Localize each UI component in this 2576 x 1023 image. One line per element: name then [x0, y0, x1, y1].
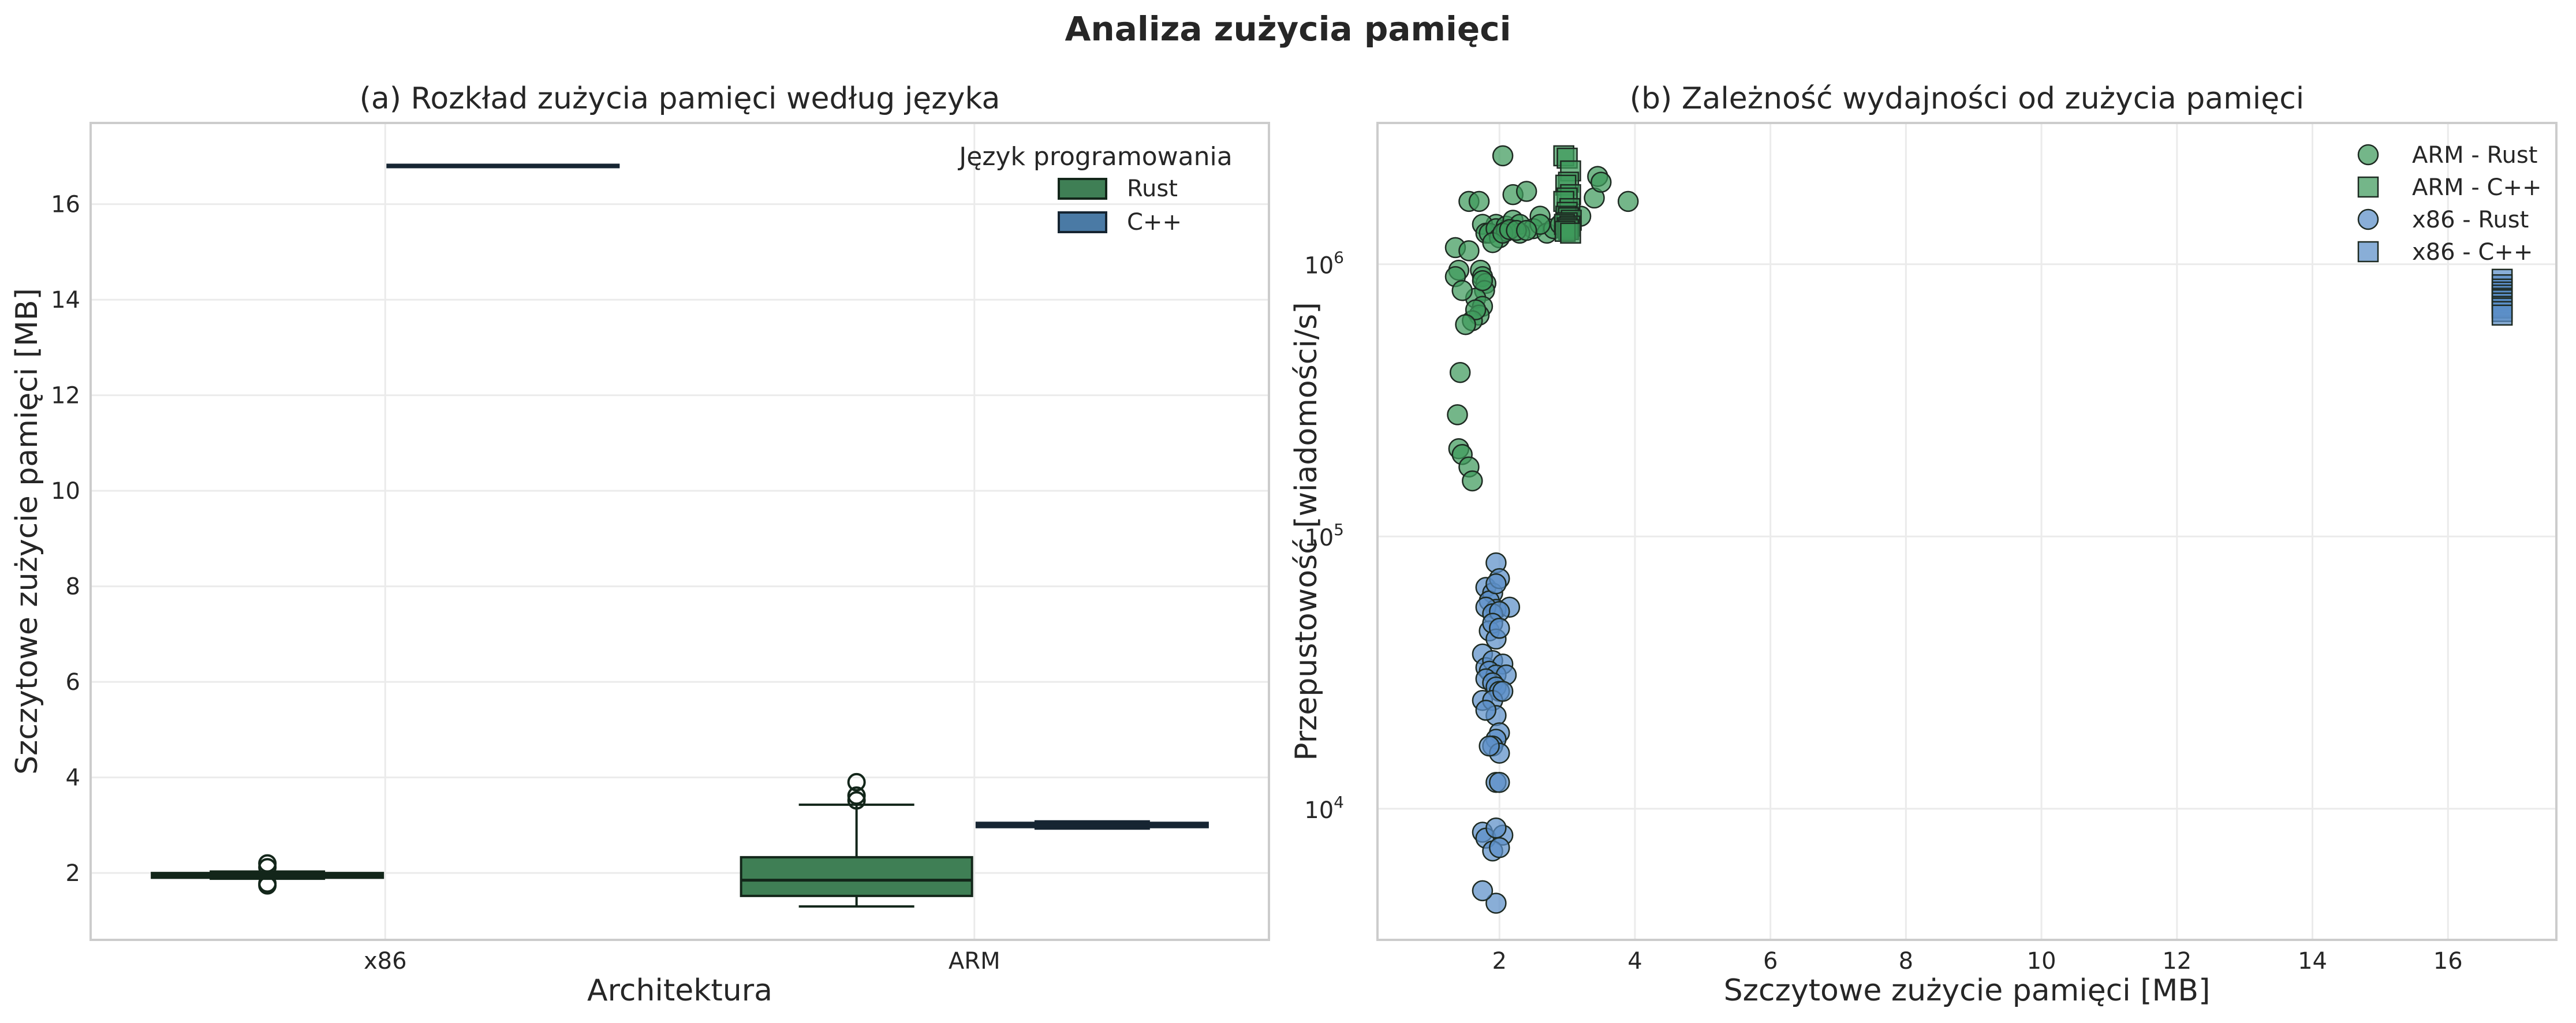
x-tick-label: 12: [2162, 948, 2192, 975]
y-tick-label: 106: [1304, 248, 1344, 279]
box-rust-arm: [740, 856, 973, 897]
legend: ARM - Rust ARM - C++ x86 - Rust x86 - C++: [2357, 142, 2542, 266]
y-tick-label: 8: [66, 574, 80, 600]
y-tick-label: 105: [1304, 520, 1344, 551]
data-point: [1468, 191, 1490, 212]
legend-swatch: [1058, 178, 1107, 200]
y-tick-label: 4: [66, 765, 80, 791]
data-point: [1488, 837, 1510, 858]
legend-label: C++: [1127, 209, 1182, 236]
x-tick-label: 16: [2433, 948, 2463, 975]
outlier-point: [258, 876, 277, 895]
data-point: [1447, 404, 1468, 425]
data-point: [1488, 771, 1510, 793]
x-tick-label: 14: [2298, 948, 2327, 975]
data-point: [1475, 700, 1497, 721]
plot-area: [1377, 123, 2556, 940]
y-tick-label: 104: [1304, 793, 1344, 824]
legend-swatch: [1058, 211, 1107, 233]
data-point: [1465, 299, 1487, 320]
data-point: [1591, 171, 1612, 193]
data-point: [1479, 735, 1500, 757]
chart-title: (a) Rozkład zużycia pamięci według język…: [360, 81, 1000, 116]
data-point: [1472, 880, 1494, 902]
y-tick-label: 14: [51, 287, 80, 313]
x-tick-label: 4: [1627, 948, 1642, 975]
y-tick-label: 12: [51, 383, 80, 409]
outlier-point: [847, 772, 866, 791]
plot-area: [91, 123, 1269, 940]
data-point: [1492, 681, 1514, 702]
data-point: [1458, 240, 1480, 262]
data-point: [1485, 817, 1507, 839]
chart-b: 2 4 6 8 10 12 14 16 104 105 106 (b) Zależność wydaj…: [1289, 81, 2558, 1008]
x-axis-title: Architektura: [587, 973, 772, 1008]
data-point: [1560, 222, 1581, 244]
legend-label: ARM - Rust: [2412, 142, 2537, 169]
plot-frame: [89, 122, 1270, 941]
y-axis-title: Przepustowość [wiadomości/s]: [1289, 302, 1324, 760]
data-point: [1485, 573, 1507, 595]
legend-marker: [2357, 241, 2379, 263]
data-point: [1515, 219, 1537, 241]
y-axis-title: Szczytowe zużycie pamięci [MB]: [10, 288, 44, 775]
legend-label: ARM - C++: [2412, 174, 2542, 201]
data-point: [1449, 362, 1471, 383]
data-point: [1455, 313, 1476, 335]
legend-label: Rust: [1127, 176, 1178, 202]
y-tick-label: 6: [66, 669, 80, 696]
legend-marker: [2357, 176, 2379, 198]
legend-marker: [2357, 144, 2379, 166]
series-x86-rust: [1472, 552, 1521, 914]
data-point: [1515, 181, 1537, 202]
legend-label: x86 - C++: [2412, 239, 2533, 266]
x-tick-label: 10: [2027, 948, 2056, 975]
outlier-point: [847, 786, 866, 805]
x-tick-label: ARM: [949, 948, 1000, 975]
data-point: [1492, 145, 1514, 167]
series-x86-cpp: [2491, 268, 2513, 326]
data-point: [1485, 893, 1507, 914]
data-point: [2491, 304, 2513, 326]
legend-title: Język programowania: [957, 142, 1232, 171]
data-point: [1617, 191, 1639, 212]
data-point: [1462, 470, 1483, 492]
plot-frame: [1376, 122, 2558, 941]
x-tick-label: x86: [364, 948, 407, 975]
y-tick-label: 16: [51, 192, 80, 218]
outlier-point: [847, 791, 866, 810]
x-tick-label: 8: [1899, 948, 1913, 975]
series-arm-cpp: [1553, 145, 1582, 244]
data-point: [1451, 280, 1473, 301]
x-tick-label: 6: [1763, 948, 1778, 975]
chart-title: (b) Zależność wydajności od zużycia pami…: [1630, 81, 2304, 116]
x-tick-label: 2: [1492, 948, 1507, 975]
legend-label: x86 - Rust: [2412, 207, 2529, 233]
y-tick-label: 2: [66, 860, 80, 887]
figure-title: Analiza zużycia pamięci: [1065, 9, 1511, 48]
series-arm-rust: [1444, 145, 1639, 492]
data-point: [1472, 270, 1494, 292]
data-point: [1488, 618, 1510, 639]
x-axis-title: Szczytowe zużycie pamięci [MB]: [1724, 973, 2211, 1008]
chart-a: 2 4 6 8 10 12 14 16 x86 ARM (a) Rozkład zużycia pa…: [10, 81, 1270, 1008]
legend: Język programowania Rust C++: [957, 142, 1232, 236]
y-tick-label: 10: [51, 478, 80, 505]
legend-marker: [2357, 208, 2379, 230]
